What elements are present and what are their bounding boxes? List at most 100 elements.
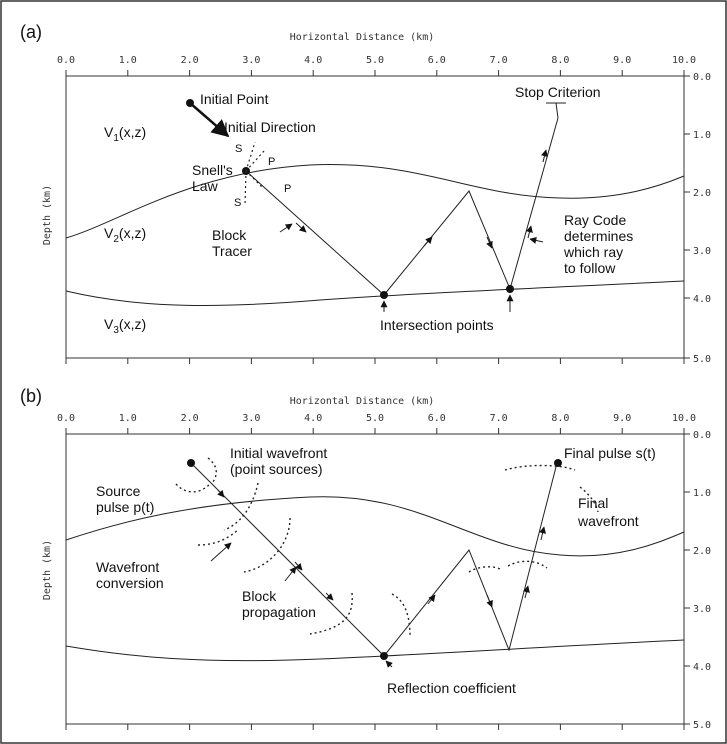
panel-b-y-tick-labels: 0.0 1.0 2.0 3.0 4.0 5.0 [693,430,711,731]
intersection-points-label: Intersection points [380,317,494,333]
y-tick-label: 0.0 [693,72,711,83]
y-tick-label: 2.0 [693,546,711,557]
snell-dotted-rays [244,141,265,206]
x-tick-label: 6.0 [428,413,446,424]
ray-direction-arrow [526,225,533,239]
source-pulse-label-line2: pulse p(t) [96,499,154,515]
panel-a-label: (a) [20,22,42,42]
x-tick-label: 2.0 [181,413,199,424]
s-lower-label: S [234,197,241,209]
snells-law-label: Snell's [192,162,233,178]
x-tick-label: 7.0 [490,413,508,424]
ray-code-label-line2: determines [564,228,633,244]
y-tick-label: 3.0 [693,604,711,615]
initial-direction-label: Initial Direction [224,119,316,135]
x-tick-label: 9.0 [613,55,631,66]
y-tick-label: 1.0 [693,488,711,499]
panel-b-x-tick-labels: 0.0 1.0 2.0 3.0 4.0 5.0 6.0 7.0 8.0 9.0 … [57,413,696,424]
intersection-point-marker [380,291,388,299]
ray-end-segment [555,102,559,119]
x-tick-label: 5.0 [366,413,384,424]
x-tick-label: 5.0 [366,55,384,66]
y-tick-label: 0.0 [693,430,711,441]
ray-code-label: Ray Code [564,212,626,228]
final-wavefront-arc [507,560,548,569]
y-tick-label: 4.0 [693,294,711,305]
wavefront-arcs [175,457,599,637]
panel-a-y-axis-title: Depth (km) [42,185,53,245]
ray-path [245,117,559,296]
x-tick-label: 8.0 [551,55,569,66]
y-tick-label: 5.0 [693,354,711,365]
ray-direction-arrow [217,489,225,498]
x-tick-label: 10.0 [672,55,696,66]
ray-direction-arrow [294,561,303,571]
ray-direction-arrow [427,594,436,605]
ray-code-arrow [529,237,544,244]
final-wavefront-arc [504,464,576,471]
wavefront-conversion-label: Wavefront [96,559,159,575]
reflected-wavefront-arc [468,566,503,573]
x-tick-label: 3.0 [242,55,260,66]
reflected-wavefront-arc [391,593,411,637]
y-tick-label: 5.0 [693,720,711,731]
panel-a-y-tick-labels: 0.0 1.0 2.0 3.0 4.0 5.0 [693,72,711,365]
final-wavefront-label-line2: wavefront [577,513,639,529]
intersection-point-marker [506,285,514,293]
block-propagation-label: Block [242,588,277,604]
initial-wavefront-label: Initial wavefront [230,445,327,461]
y-tick-label: 2.0 [693,188,711,199]
source-point-marker [187,459,195,467]
x-tick-label: 3.0 [242,413,260,424]
ray-direction-arrow [486,594,493,608]
p-upper-label: P [268,156,275,168]
initial-direction-arrow [189,102,230,138]
x-tick-label: 0.0 [57,55,75,66]
stop-criterion-label: Stop Criterion [515,84,601,100]
ray-direction-arrow [541,149,548,163]
snells-law-label-line2: Law [192,178,219,194]
ray-direction-arrow [523,585,530,599]
panel-b-label: (b) [20,386,42,406]
source-wavefront-arc [175,483,211,493]
ray-direction-arrow [423,236,433,247]
layer-v3-label: V3(x,z) [104,316,146,336]
y-tick-label: 1.0 [693,130,711,141]
p-lower-label: P [284,183,291,195]
wavefront-conversion-arrow [210,542,232,562]
x-tick-label: 4.0 [304,413,322,424]
upper-interface [65,496,685,557]
y-tick-label: 3.0 [693,246,711,257]
panel-b-ticks [65,428,690,730]
block-tracer-label-line2: Tracer [212,243,252,259]
x-tick-label: 9.0 [613,413,631,424]
block-propagation-arrow [284,566,297,582]
initial-point-marker [186,99,194,107]
ray-direction-arrow [295,222,307,233]
reflection-coefficient-label: Reflection coefficient [387,680,516,696]
x-tick-label: 10.0 [672,413,696,424]
ray-direction-arrow [325,592,334,601]
x-tick-label: 1.0 [119,55,137,66]
x-tick-label: 8.0 [551,413,569,424]
x-tick-label: 4.0 [304,55,322,66]
final-pulse-label: Final pulse s(t) [564,445,656,461]
reflection-point-marker [380,652,388,660]
panel-a: (a) Horizontal Distance (km) 0.0 1.0 2.0… [20,22,711,365]
reflection-coefficient-arrow [385,660,393,668]
x-tick-label: 6.0 [428,55,446,66]
initial-wavefront-label-line2: (point sources) [230,461,323,477]
panel-b-x-axis-title: Horizontal Distance (km) [290,396,435,407]
upper-interface [65,164,685,239]
block-propagation-label-line2: propagation [242,604,316,620]
receiver-point-marker [554,459,562,467]
propagation-wavefront-arc [309,592,353,635]
conversion-wavefront-arc [197,529,239,546]
initial-point-label: Initial Point [200,91,269,107]
lower-interface [65,639,685,662]
block-tracer-label: Block [212,227,247,243]
x-tick-label: 1.0 [119,413,137,424]
panel-b: (b) Horizontal Distance (km) 0.0 1.0 2.0… [20,386,711,731]
